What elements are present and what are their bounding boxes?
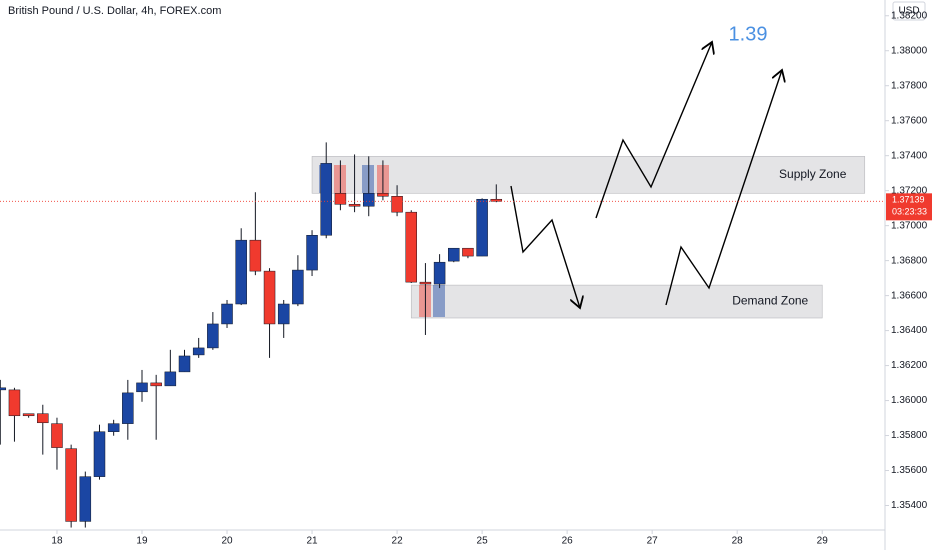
x-tick-label: 29 bbox=[817, 536, 829, 547]
candle-body bbox=[306, 235, 318, 271]
candle-body bbox=[8, 389, 21, 417]
candle-body bbox=[263, 270, 276, 325]
target-label: 1.39 bbox=[729, 23, 768, 45]
candles bbox=[0, 142, 503, 528]
last-price-box bbox=[886, 193, 932, 221]
y-tick-label: 1.38000 bbox=[891, 45, 928, 56]
y-tick-label: 1.38200 bbox=[891, 10, 928, 21]
candle-body bbox=[334, 193, 347, 205]
y-tick-label: 1.35600 bbox=[891, 465, 928, 476]
candle-body bbox=[65, 448, 77, 522]
candle-body bbox=[107, 423, 120, 432]
arrow bbox=[510, 185, 580, 308]
candle-body bbox=[448, 247, 460, 262]
candle-body bbox=[490, 198, 503, 202]
candle-body bbox=[37, 413, 49, 424]
candle-body bbox=[362, 193, 375, 207]
candle-body bbox=[122, 392, 134, 424]
x-tick-label: 25 bbox=[477, 536, 489, 547]
y-tick-label: 1.37000 bbox=[891, 220, 928, 231]
candle-body bbox=[136, 382, 148, 393]
zones: Supply Zone Demand Zone bbox=[311, 156, 866, 319]
candle-body bbox=[249, 239, 262, 272]
zone bbox=[410, 284, 823, 319]
last-price-label: 1.37139 bbox=[892, 195, 925, 205]
projection-arrows bbox=[510, 42, 782, 308]
candle-body bbox=[391, 196, 403, 213]
y-tick-label: 1.36800 bbox=[891, 255, 928, 266]
candle-body bbox=[164, 371, 177, 387]
currency-box[interactable] bbox=[892, 1, 926, 21]
highlight bbox=[433, 285, 445, 317]
x-tick-label: 27 bbox=[647, 536, 659, 547]
candle-body bbox=[405, 211, 418, 283]
candle-body bbox=[192, 347, 205, 356]
currency: USD bbox=[898, 6, 919, 17]
candle-body bbox=[22, 413, 35, 417]
arrow bbox=[665, 70, 782, 306]
candle-body bbox=[292, 269, 304, 305]
candle-body bbox=[277, 303, 290, 325]
candle-body bbox=[0, 387, 7, 391]
chart-title: British Pound / U.S. Dollar, 4h, FOREX.c… bbox=[8, 5, 221, 17]
candle-body bbox=[79, 476, 92, 522]
y-tick-label: 1.36400 bbox=[891, 325, 928, 336]
y-tick-label: 1.36000 bbox=[891, 395, 928, 406]
y-tick-label: 1.37600 bbox=[891, 115, 928, 126]
x-tick-label: 18 bbox=[51, 536, 63, 547]
y-tick-label: 1.35400 bbox=[891, 500, 928, 511]
zone-label: Supply Zone bbox=[779, 167, 847, 181]
y-tick-label: 1.35800 bbox=[891, 430, 928, 441]
zone bbox=[311, 156, 866, 194]
candle-body bbox=[221, 303, 233, 325]
y-tick-label: 1.37800 bbox=[891, 80, 928, 91]
candle-body bbox=[377, 193, 389, 197]
candle-body bbox=[51, 423, 63, 448]
x-tick-label: 20 bbox=[221, 536, 233, 547]
candle-body bbox=[178, 355, 191, 373]
candle-body bbox=[150, 382, 162, 387]
candle-body bbox=[462, 247, 474, 257]
y-tick-label: 1.36200 bbox=[891, 360, 928, 371]
x-tick-label: 19 bbox=[136, 536, 148, 547]
candle-body bbox=[93, 431, 106, 477]
x-tick-label: 21 bbox=[306, 536, 318, 547]
candle-body bbox=[433, 261, 446, 285]
candle-body bbox=[235, 239, 247, 305]
axes: 1.35400 1.35600 1.35800 1.36000 1.36200 1.364… bbox=[0, 10, 932, 547]
x-tick-label: 28 bbox=[732, 536, 744, 547]
candle-body bbox=[320, 163, 332, 236]
y-tick-label: 1.37400 bbox=[891, 150, 928, 161]
candle-body bbox=[207, 323, 219, 349]
y-tick-label: 1.36600 bbox=[891, 290, 928, 301]
candle-body bbox=[476, 198, 488, 257]
arrow bbox=[595, 42, 712, 219]
y-tick-label: 1.37200 bbox=[891, 185, 928, 196]
zone-label: Demand Zone bbox=[732, 294, 808, 308]
x-tick-label: 26 bbox=[562, 536, 574, 547]
x-tick-label: 22 bbox=[392, 536, 404, 547]
candle-body bbox=[419, 281, 432, 285]
countdown: 03:23:33 bbox=[892, 207, 927, 217]
highlight bbox=[362, 165, 374, 193]
candle-body bbox=[348, 204, 361, 207]
